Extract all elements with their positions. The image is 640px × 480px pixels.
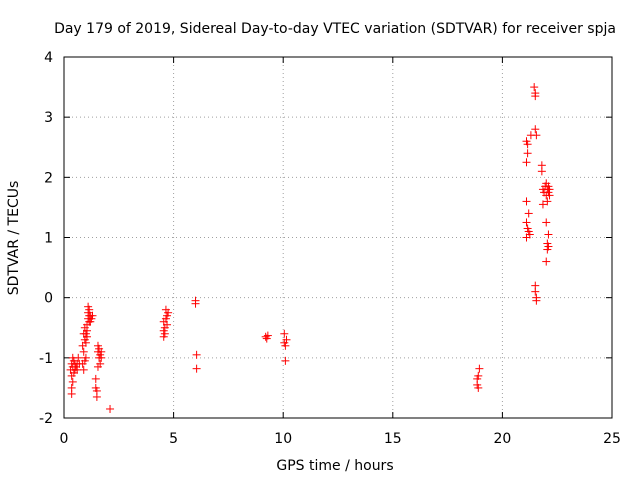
- data-point: [531, 125, 540, 134]
- y-tick-label: 1: [44, 231, 53, 247]
- data-point: [191, 299, 200, 308]
- data-point: [67, 389, 76, 398]
- y-tick-label: -1: [39, 351, 53, 367]
- data-point: [160, 329, 169, 338]
- tick-marks: [63, 56, 613, 419]
- data-point: [91, 374, 100, 383]
- y-tick-label: 4: [44, 50, 53, 66]
- data-point: [545, 185, 554, 194]
- data-point: [522, 158, 531, 167]
- data-point: [531, 287, 540, 296]
- data-point: [83, 332, 92, 341]
- data-point: [81, 353, 90, 362]
- x-tick-label: 25: [603, 431, 621, 447]
- data-point: [97, 353, 106, 362]
- data-point: [532, 131, 541, 140]
- data-point: [523, 140, 532, 149]
- data-points: [66, 83, 554, 413]
- y-tick-label: 0: [44, 291, 53, 307]
- x-axis-label: GPS time / hours: [276, 458, 393, 474]
- tick-labels: 0 5 10 15 20 25 -2 -1 0 1 2 3 4: [39, 50, 621, 447]
- data-point: [542, 218, 551, 227]
- data-point: [164, 308, 173, 317]
- x-tick-label: 5: [169, 431, 178, 447]
- data-point: [544, 242, 553, 251]
- data-point: [74, 353, 83, 362]
- data-point: [88, 311, 97, 320]
- data-point: [538, 200, 547, 209]
- data-point: [523, 149, 532, 158]
- grid-lines: [64, 57, 612, 418]
- chart-title: Day 179 of 2019, Sidereal Day-to-day VTE…: [54, 21, 616, 37]
- data-point: [537, 167, 546, 176]
- data-point: [530, 83, 539, 92]
- data-point: [192, 350, 201, 359]
- y-tick-label: 2: [44, 170, 53, 186]
- data-point: [81, 338, 90, 347]
- data-point: [281, 356, 290, 365]
- data-point: [525, 230, 534, 239]
- x-tick-label: 10: [274, 431, 292, 447]
- data-point: [544, 230, 553, 239]
- data-point: [532, 296, 541, 305]
- data-point: [522, 218, 531, 227]
- data-point: [531, 92, 540, 101]
- data-point: [474, 383, 483, 392]
- data-point: [96, 359, 105, 368]
- data-point: [263, 331, 272, 340]
- x-tick-label: 20: [493, 431, 511, 447]
- data-point: [192, 364, 201, 373]
- x-tick-label: 0: [60, 431, 69, 447]
- data-point: [543, 197, 552, 206]
- data-point: [79, 365, 88, 374]
- y-tick-label: -2: [39, 411, 53, 427]
- data-point: [281, 341, 290, 350]
- data-point: [163, 320, 172, 329]
- data-point: [475, 364, 484, 373]
- data-point: [522, 197, 531, 206]
- data-point: [79, 347, 88, 356]
- data-point: [474, 371, 483, 380]
- data-point: [524, 209, 533, 218]
- data-point: [68, 377, 77, 386]
- data-point: [106, 404, 115, 413]
- data-point: [282, 335, 291, 344]
- y-tick-label: 3: [44, 110, 53, 126]
- x-tick-label: 15: [384, 431, 402, 447]
- y-axis-label: SDTVAR / TECUs: [6, 181, 22, 296]
- data-point: [280, 329, 289, 338]
- data-point: [542, 257, 551, 266]
- data-point: [92, 392, 101, 401]
